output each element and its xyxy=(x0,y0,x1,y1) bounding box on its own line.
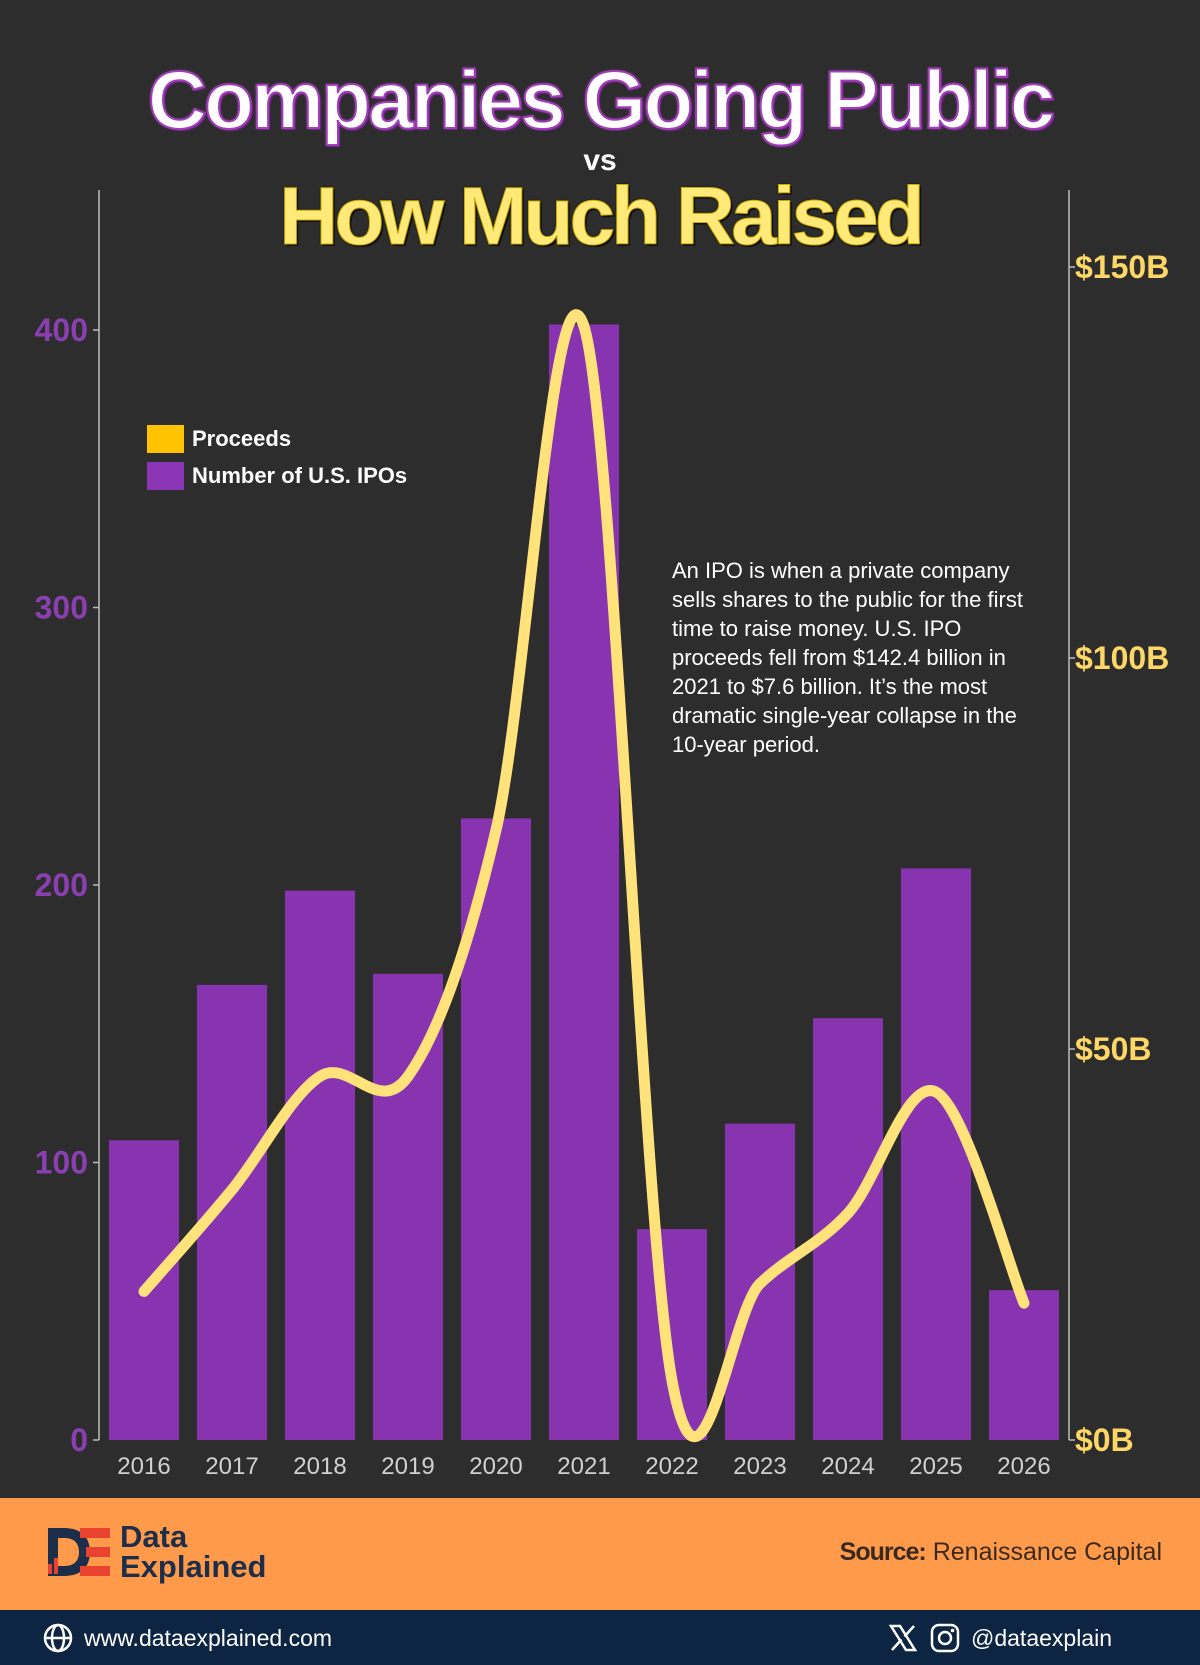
title-line-1: Companies Going Public xyxy=(147,55,1056,146)
source-credit: Source: Renaissance Capital xyxy=(840,1538,1162,1567)
website-url: www.dataexplained.com xyxy=(84,1624,333,1651)
brand-name-line-1: Data xyxy=(120,1519,188,1554)
series-line-proceeds xyxy=(138,309,1030,1442)
title-line-2: How Much Raised xyxy=(279,171,926,262)
left-tick-label-0: 0 xyxy=(70,1422,88,1458)
brand-name-line-2: Explained xyxy=(120,1549,267,1584)
legend-label-ipos: Number of U.S. IPOs xyxy=(192,462,408,488)
x-tick-label-2023: 2023 xyxy=(733,1453,786,1480)
right-tick-label-$150B: $150B xyxy=(1075,249,1169,285)
annotation-text: An IPO is when a private company sells s… xyxy=(672,558,1023,757)
x-tick-label-2019: 2019 xyxy=(381,1453,434,1480)
bar-2019 xyxy=(373,973,443,1440)
bar-2025 xyxy=(901,868,971,1440)
legend-swatch-ipos xyxy=(147,461,184,490)
x-tick-label-2022: 2022 xyxy=(645,1453,698,1480)
right-tick-label-$50B: $50B xyxy=(1075,1031,1152,1067)
legend-label-proceeds: Proceeds xyxy=(192,425,292,451)
legend-swatch-proceeds xyxy=(147,424,184,453)
bar-2022 xyxy=(637,1229,707,1440)
x-tick-label-2025: 2025 xyxy=(909,1453,962,1480)
title-vs: vs xyxy=(583,144,617,177)
left-tick-label-300: 300 xyxy=(35,590,88,626)
brand-logo[interactable]: Data Explained xyxy=(44,1519,267,1584)
left-tick-label-200: 200 xyxy=(35,867,88,903)
website-link[interactable]: www.dataexplained.com xyxy=(42,1622,332,1654)
source-label: Source: xyxy=(839,1538,927,1566)
right-tick-label-$100B: $100B xyxy=(1075,640,1169,676)
social-handle: @dataexplain xyxy=(971,1624,1112,1651)
data-explained-logo xyxy=(48,1528,110,1576)
social-links: @dataexplain xyxy=(887,1622,1112,1654)
legend-item-ipos: Number of U.S. IPOs xyxy=(147,457,407,494)
bar-2018 xyxy=(285,890,355,1440)
x-tick-label-2021: 2021 xyxy=(557,1453,610,1480)
x-tick-label-2026: 2026 xyxy=(997,1453,1050,1480)
legend-item-proceeds: Proceeds xyxy=(147,420,407,457)
x-tick-label-2017: 2017 xyxy=(205,1453,258,1480)
x-tick-label-2020: 2020 xyxy=(469,1453,522,1480)
brand-name: Data Explained xyxy=(120,1519,267,1584)
bar-2026 xyxy=(989,1290,1059,1440)
right-tick-label-$0B: $0B xyxy=(1075,1422,1134,1458)
x-tick-label-2016: 2016 xyxy=(117,1453,170,1480)
left-tick-label-400: 400 xyxy=(35,312,88,348)
footer-brand-bar: Data Explained Source: Renaissance Capit… xyxy=(0,1498,1200,1610)
globe-icon xyxy=(43,1623,73,1653)
left-tick-label-100: 100 xyxy=(35,1145,88,1181)
x-logo-icon[interactable] xyxy=(887,1622,919,1654)
chart-title: Companies Going Public vs How Much Raise… xyxy=(0,55,1200,262)
footer-links-bar: www.dataexplained.com @dataexplain xyxy=(0,1610,1200,1665)
chart: 0 100 200 300 400 $0B $50B $100B $150B 2016 2017… xyxy=(35,190,1169,1480)
source-value: Renaissance Capital xyxy=(932,1538,1162,1566)
instagram-icon[interactable] xyxy=(929,1622,961,1654)
legend: Proceeds Number of U.S. IPOs xyxy=(147,420,407,494)
x-tick-label-2024: 2024 xyxy=(821,1453,874,1480)
x-tick-label-2018: 2018 xyxy=(293,1453,346,1480)
